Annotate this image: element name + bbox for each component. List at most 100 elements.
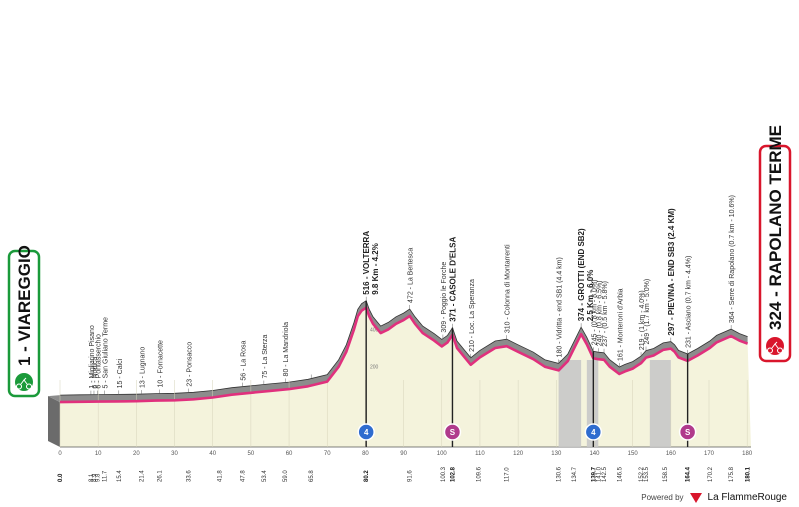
terrain-area bbox=[48, 300, 748, 403]
km-label-28: 153.5 bbox=[644, 466, 650, 482]
place-label-17: 210 - Loc. La Speranza bbox=[469, 279, 476, 352]
place-label-21: 245 - (0.8 km - 8.0%) bbox=[591, 280, 598, 346]
place-label-28: 231 - Asciano (0.7 km - 4.4%) bbox=[686, 256, 693, 348]
x-tick-label-90: 90 bbox=[400, 451, 407, 457]
place-label-9: 56 - La Rosa bbox=[240, 340, 247, 380]
place-sublabel-20: 2.5 Km - 6.0% bbox=[586, 270, 595, 322]
km-label-6: 15.4 bbox=[117, 470, 123, 482]
km-label-9: 33.6 bbox=[186, 470, 192, 482]
km-label-7: 21.4 bbox=[140, 470, 146, 482]
x-tick-label-120: 120 bbox=[513, 451, 524, 457]
start-badge: 1 - VIAREGGIO bbox=[7, 245, 41, 398]
place-label-5: 15 - Calci bbox=[117, 358, 124, 388]
km-label-2: 8.1 bbox=[89, 473, 95, 482]
grid-layer: 0 10 20 30 40 50 60 70 80 90 100 110 120 130 140 150 160… bbox=[58, 327, 753, 457]
place-label-10: 75 - La Sterza bbox=[262, 334, 269, 378]
finish-label: 324 - RAPOLANO TERME bbox=[766, 125, 785, 330]
x-tick-label-50: 50 bbox=[248, 451, 255, 457]
sprint-marker-icon-2 bbox=[443, 423, 462, 441]
x-tick-label-80: 80 bbox=[362, 451, 369, 457]
terrain-ridge-line bbox=[59, 300, 748, 396]
km-label-25: 142.5 bbox=[602, 466, 608, 482]
marker-symbol-1: 4 bbox=[364, 428, 369, 437]
place-label-7: 10 - Fornacette bbox=[158, 340, 165, 388]
gravel-sectors-layer bbox=[558, 360, 671, 447]
km-label-30: 164.4 bbox=[686, 466, 692, 482]
km-label-13: 59.0 bbox=[283, 470, 289, 482]
flamme-rouge-logo-icon bbox=[689, 492, 702, 503]
powered-by-text: Powered by bbox=[641, 493, 684, 502]
x-tick-label-20: 20 bbox=[133, 451, 140, 457]
place-label-13: 516 - VOLTERRA bbox=[362, 231, 371, 295]
place-label-11: 80 - La Mandriola bbox=[283, 322, 290, 377]
km-label-23: 139.7 bbox=[591, 466, 597, 482]
place-label-25: 219 - (1 km - 4.0%) bbox=[639, 290, 646, 350]
place-label-4: 5 - San Giuliano Terme bbox=[103, 317, 110, 389]
km-label-22: 134.7 bbox=[572, 466, 578, 482]
km-label-26: 146.5 bbox=[617, 466, 623, 482]
marker-symbol-2: S bbox=[450, 428, 456, 437]
km-label-21: 130.6 bbox=[557, 466, 563, 482]
terrain-layer bbox=[48, 300, 748, 403]
km-label-5: 11.7 bbox=[103, 470, 109, 482]
road-line bbox=[59, 306, 749, 404]
markers-layer: 4 S 4 S bbox=[357, 300, 697, 447]
x-tick-label-40: 40 bbox=[209, 451, 216, 457]
km-label-8: 26.1 bbox=[158, 470, 164, 482]
x-tick-label-70: 70 bbox=[324, 451, 331, 457]
km-label-10: 41.8 bbox=[218, 470, 224, 482]
profile-side-face bbox=[48, 396, 60, 447]
gravel-sector-2 bbox=[586, 360, 599, 447]
km-label-16: 91.6 bbox=[408, 470, 414, 482]
place-label-20: 374 - GROTTI (END SB2) bbox=[577, 228, 586, 321]
place-label-23: 237 - (0.5 km - 5.8%) bbox=[602, 281, 609, 347]
km-label-1: 0.0 bbox=[58, 473, 64, 482]
place-sublabel-13: 9.8 Km - 4.2% bbox=[371, 243, 380, 295]
km-label-4: 9.8 bbox=[95, 473, 101, 482]
x-tick-label-100: 100 bbox=[437, 451, 448, 457]
footer: Powered by La FlammeRouge bbox=[641, 492, 787, 503]
start-badge-frame bbox=[7, 249, 41, 398]
place-label-1: 1 - Migliarino Pisano bbox=[89, 325, 96, 389]
gravel-sector-3 bbox=[649, 360, 671, 447]
x-tick-label-160: 160 bbox=[666, 451, 677, 457]
km-label-11: 47.8 bbox=[240, 470, 246, 482]
place-label-16: 371 - CASOLE D'ELSA bbox=[448, 237, 457, 322]
km-labels-layer: 0.0 8.18.99.8 11.7 15.4 21.4 26.1 33.6 41.8 47.8… bbox=[58, 466, 752, 482]
place-label-22: 240 - (0.8 km - 6.5%) bbox=[596, 280, 603, 346]
x-tick-label-110: 110 bbox=[475, 451, 485, 457]
finish-bike-icon bbox=[766, 337, 784, 355]
km-label-33: 180.1 bbox=[746, 466, 752, 482]
km-label-31: 170.2 bbox=[708, 466, 714, 482]
finish-badge: 324 - RAPOLANO TERME bbox=[758, 125, 792, 363]
gravel-sector-1 bbox=[558, 360, 582, 447]
x-tick-label-170: 170 bbox=[704, 451, 715, 457]
finish-bike-glyph bbox=[767, 341, 783, 354]
marker-symbol-3: 4 bbox=[591, 428, 596, 437]
km-label-29: 158.5 bbox=[663, 466, 669, 482]
place-label-29: 364 - Serre di Rapolano (0.7 km - 10.6%) bbox=[729, 195, 736, 323]
km-label-14: 65.8 bbox=[309, 470, 315, 482]
km-label-3: 8.9 bbox=[92, 473, 98, 482]
place-label-14: 472 - La Bertesca bbox=[408, 248, 415, 303]
place-label-24: 161 - Monteroni d'Arbia bbox=[617, 288, 624, 361]
place-label-15: 309 - Poggio le Forche bbox=[441, 262, 448, 333]
x-tick-label-180: 180 bbox=[742, 451, 753, 457]
y-tick-label-200: 200 bbox=[370, 365, 379, 371]
x-tick-label-150: 150 bbox=[628, 451, 639, 457]
km-label-18: 102.8 bbox=[450, 466, 456, 482]
place-label-2: 6 - Nodica bbox=[92, 357, 99, 389]
x-tick-label-140: 140 bbox=[589, 451, 600, 457]
km-label-15: 80.2 bbox=[364, 470, 370, 482]
place-label-3: 6 - Pontasserchio bbox=[95, 334, 102, 389]
y-tick-label-400: 400 bbox=[370, 327, 379, 333]
start-bike-glyph bbox=[16, 377, 32, 390]
place-label-19: 180 - Vidritta - end SB1 (4.4 km) bbox=[557, 257, 564, 357]
start-bike-icon bbox=[15, 373, 33, 391]
km-label-12: 53.4 bbox=[262, 470, 268, 482]
start-label: 1 - VIAREGGIO bbox=[15, 245, 34, 366]
place-label-6: 13 - Lugnano bbox=[140, 347, 147, 388]
place-label-18: 310 - Colonna di Montarrenti bbox=[505, 244, 512, 333]
